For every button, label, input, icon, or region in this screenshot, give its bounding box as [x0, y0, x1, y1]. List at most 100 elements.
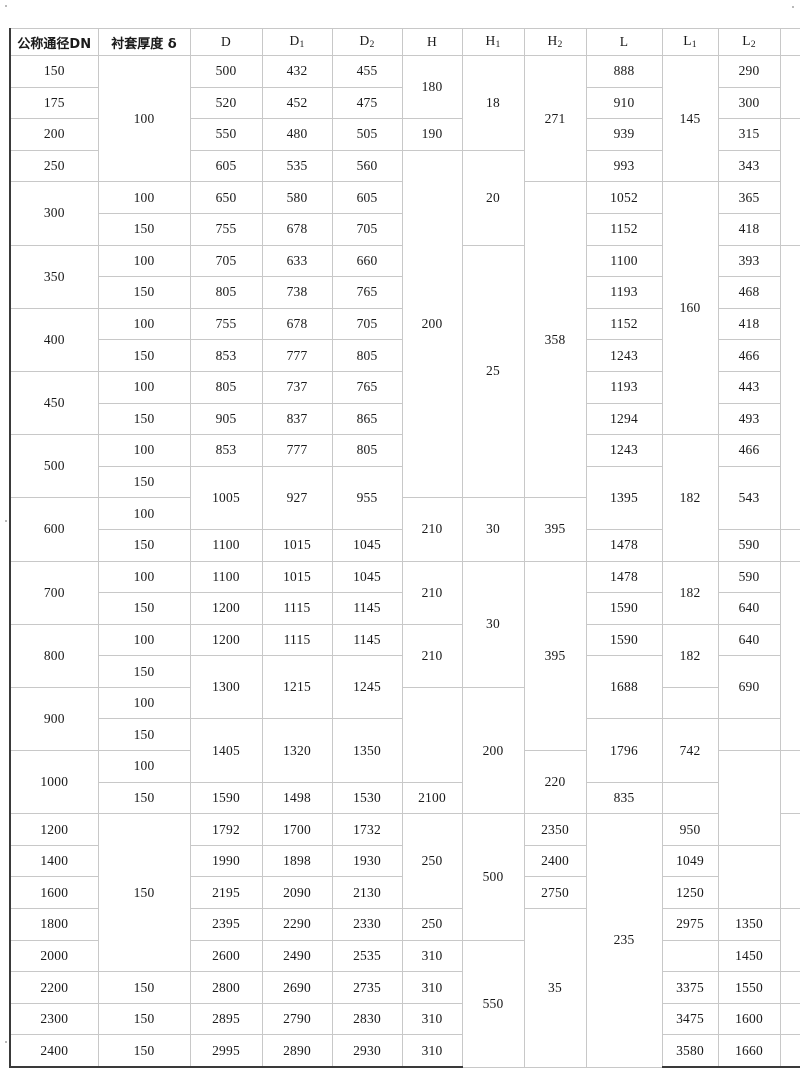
header-h: H: [401, 28, 463, 56]
table-row: 350 100 705 633 660 25 1100 393: [9, 244, 800, 499]
dimension-table: 公称通径DN 衬套厚度 δ D D1 D2 H H1 H2 L L1 L2 n−…: [9, 28, 800, 1068]
cell-dn: 250: [9, 149, 99, 183]
table-row: 150 1300 1215 1245 1688 690: [10, 655, 800, 720]
cell-thickness: 100: [97, 560, 191, 594]
cell-d1: 2890: [261, 1034, 333, 1068]
cell-l2: 468: [717, 276, 781, 309]
cell-thickness: 150: [97, 339, 191, 372]
cell-dn: 700: [9, 560, 99, 625]
cell-h: 310: [401, 1002, 463, 1036]
cell-d2: 475: [331, 86, 403, 120]
cell-d2: 605: [331, 181, 403, 214]
cell-d1: 678: [261, 307, 333, 341]
cell-l: 939: [585, 118, 663, 151]
cell-h1: 35: [523, 908, 587, 1068]
cell-d: 650: [189, 181, 263, 214]
table-row: 150 905 837 865 1294 493: [10, 402, 800, 436]
cell-thickness: 150: [97, 402, 191, 436]
header-liner-thickness: 衬套厚度 δ: [97, 28, 191, 56]
cell-d: 1300: [189, 655, 263, 720]
cell-bolt-holes: 22−φ26: [779, 560, 800, 752]
cell-bolt-holes: 22−φ26: [779, 528, 800, 562]
cell-d2: 2535: [331, 939, 403, 973]
cell-d1: 837: [261, 402, 333, 436]
cell-l1: 235: [585, 813, 663, 1068]
cell-l2: 315: [717, 118, 781, 151]
cell-d: 605: [189, 149, 263, 183]
cell-d: 1100: [189, 560, 263, 594]
cell-d1: 1115: [261, 592, 333, 625]
cell-d1: 777: [261, 339, 333, 372]
cell-bolt-holes: 28−φ34: [779, 971, 800, 1004]
cell-dn: 2300: [9, 1002, 99, 1036]
cell-l: 2400: [523, 844, 587, 878]
table-row: 900 100 200: [9, 686, 800, 815]
table-row: 1000 100 220: [9, 750, 800, 846]
cell-thickness: 100: [97, 750, 191, 783]
cell-l: 1478: [585, 560, 663, 594]
cell-d2: 955: [331, 465, 403, 530]
cell-thickness: 150: [97, 465, 191, 499]
cell-h: 210: [401, 623, 463, 688]
cell-d2: 2330: [331, 908, 403, 941]
header-d1: D1: [261, 28, 333, 56]
table-row: 2000 2600 2490 2535 310 550 1450: [9, 939, 800, 1068]
cell-thickness: 100: [97, 181, 191, 214]
cell-l: 1100: [585, 244, 663, 278]
cell-dn: 800: [9, 623, 99, 688]
cell-d2: 560: [331, 149, 403, 183]
cell-dn: 400: [9, 307, 99, 372]
table-row: 150 755 678 705 1152 418 20−φ24: [10, 212, 800, 246]
header-d2-sub: 2: [369, 39, 375, 51]
cell-l2: 590: [717, 560, 781, 594]
cell-l2: 835: [585, 781, 663, 815]
cell-dn: 150: [9, 55, 99, 88]
cell-h: 220: [523, 750, 587, 815]
cell-h1: 30: [461, 560, 525, 688]
cell-l: 1052: [585, 181, 663, 214]
cell-l2: 590: [717, 528, 781, 562]
cell-d2: 2830: [331, 1002, 403, 1036]
cell-dn: 2200: [9, 971, 99, 1004]
table-row: 150 853 777 805 1243 466: [10, 339, 800, 372]
cell-d1: 927: [261, 465, 333, 530]
scan-speck: [5, 5, 7, 7]
cell-l: 910: [585, 86, 663, 120]
cell-l: 1152: [585, 212, 663, 246]
cell-l1: 160: [661, 181, 719, 436]
cell-d1: 432: [261, 55, 333, 88]
cell-l1: 145: [661, 54, 719, 183]
cell-l1: 182: [661, 560, 719, 625]
table-row: 800 100 1200 1115 1145 210 1590 182 640: [9, 623, 800, 688]
cell-d: 755: [189, 212, 263, 246]
cell-d1: 1320: [261, 718, 333, 783]
table-row: 400 100 755 678 705 1152 418: [9, 307, 800, 372]
table-row: 250 605 535 560 200 20 993 343: [9, 149, 800, 499]
cell-d: 2600: [189, 939, 263, 973]
cell-thickness: 100: [97, 54, 191, 183]
cell-d: 550: [189, 118, 263, 151]
cell-h2: [779, 750, 800, 815]
cell-l: 1395: [585, 465, 663, 530]
cell-d: 1200: [189, 623, 263, 657]
cell-l2: 300: [717, 86, 781, 120]
cell-d: 705: [189, 244, 263, 278]
cell-d: 2895: [189, 1002, 263, 1036]
cell-l: 3375: [661, 971, 719, 1004]
header-l1-base: L: [683, 33, 692, 49]
cell-h: [401, 686, 463, 783]
header-l2: L2: [717, 28, 781, 56]
cell-d1: 2690: [261, 971, 333, 1004]
cell-thickness: 150: [97, 718, 191, 752]
cell-d2: 805: [331, 434, 403, 467]
table-row: 150 100 500 432 455 180 18 271 888 145 2…: [9, 54, 800, 183]
cell-d2: 660: [331, 244, 403, 278]
cell-l2: 418: [717, 212, 781, 246]
table-row: 175 520 452 475 910 300: [9, 86, 800, 120]
cell-h1: 25: [461, 244, 525, 499]
header-l1-sub: 1: [691, 39, 697, 51]
cell-h1: [717, 750, 781, 846]
cell-d1: 737: [261, 370, 333, 404]
header-d1-base: D: [289, 33, 300, 49]
cell-d2: 1350: [331, 718, 403, 783]
